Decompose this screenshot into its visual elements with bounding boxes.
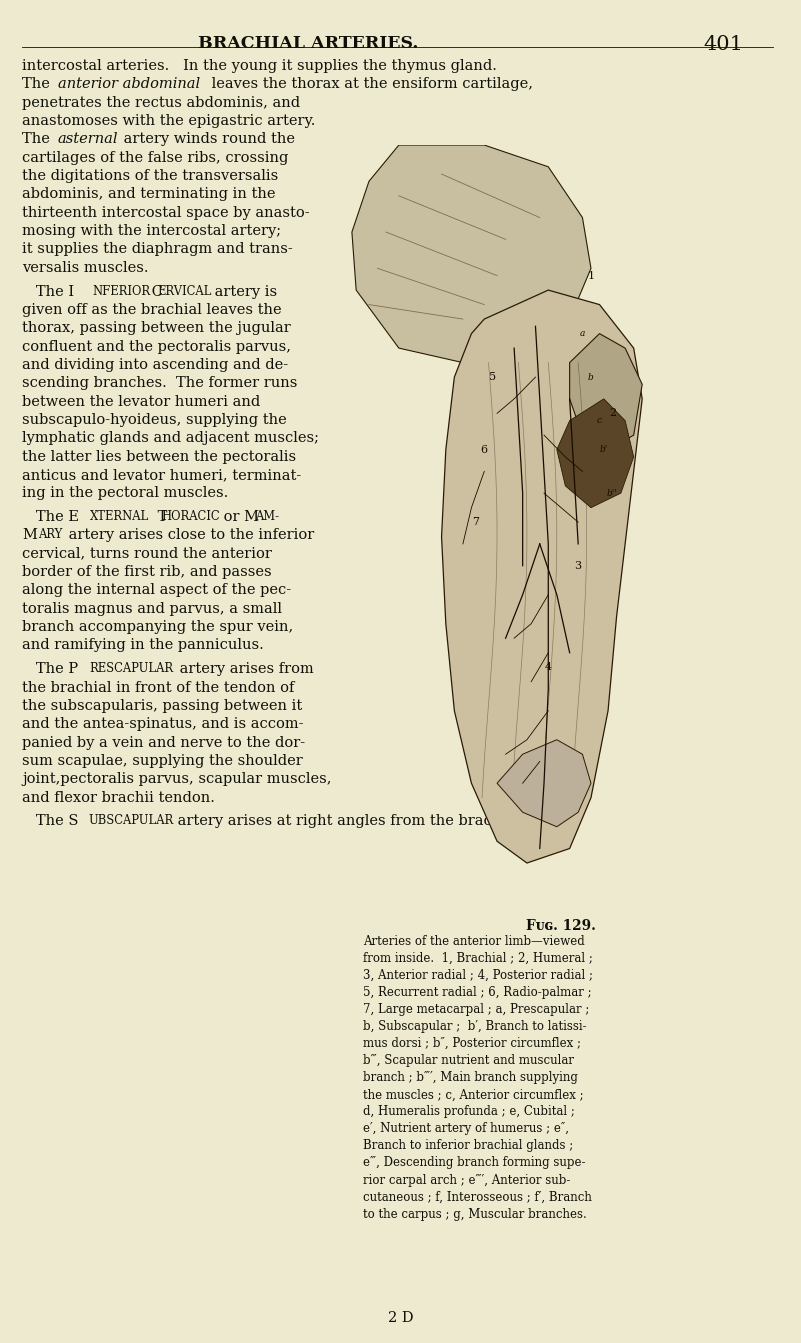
Text: cervical, turns round the anterior: cervical, turns round the anterior bbox=[22, 547, 272, 561]
Text: The: The bbox=[22, 78, 55, 91]
Text: scending branches.  The former runs: scending branches. The former runs bbox=[22, 376, 298, 391]
Text: ARY: ARY bbox=[38, 528, 62, 541]
Text: toralis magnus and parvus, a small: toralis magnus and parvus, a small bbox=[22, 602, 283, 615]
Text: 7, Large metacarpal ; a, Prescapular ;: 7, Large metacarpal ; a, Prescapular ; bbox=[363, 1003, 590, 1017]
Text: artery arises from: artery arises from bbox=[175, 662, 313, 677]
Text: along the internal aspect of the pec-: along the internal aspect of the pec- bbox=[22, 583, 292, 598]
Polygon shape bbox=[352, 145, 591, 363]
Text: 5: 5 bbox=[489, 372, 497, 383]
Text: leaves the thorax at the ensiform cartilage,: leaves the thorax at the ensiform cartil… bbox=[207, 78, 533, 91]
Text: branch ; b‴′, Main branch supplying: branch ; b‴′, Main branch supplying bbox=[363, 1072, 578, 1084]
Text: 401: 401 bbox=[703, 35, 743, 54]
Text: joint,pectoralis parvus, scapular muscles,: joint,pectoralis parvus, scapular muscle… bbox=[22, 772, 332, 786]
Polygon shape bbox=[497, 740, 591, 827]
Text: the muscles ; c, Anterior circumflex ;: the muscles ; c, Anterior circumflex ; bbox=[363, 1088, 583, 1101]
Text: and the antea-spinatus, and is accom-: and the antea-spinatus, and is accom- bbox=[22, 717, 304, 731]
Text: XTERNAL: XTERNAL bbox=[90, 510, 149, 522]
Text: asternal: asternal bbox=[58, 133, 119, 146]
Text: lymphatic glands and adjacent muscles;: lymphatic glands and adjacent muscles; bbox=[22, 431, 320, 446]
Text: Fᴜɢ. 129.: Fᴜɢ. 129. bbox=[525, 919, 596, 932]
Polygon shape bbox=[570, 333, 642, 450]
Text: artery arises at right angles from the brachial,: artery arises at right angles from the b… bbox=[173, 814, 524, 829]
Text: the digitations of the transversalis: the digitations of the transversalis bbox=[22, 169, 279, 183]
Text: d, Humeralis profunda ; e, Cubital ;: d, Humeralis profunda ; e, Cubital ; bbox=[363, 1105, 575, 1119]
Text: NFERIOR: NFERIOR bbox=[92, 285, 151, 298]
Text: The S: The S bbox=[22, 814, 79, 829]
Text: between the levator humeri and: between the levator humeri and bbox=[22, 395, 260, 408]
Text: it supplies the diaphragm and trans-: it supplies the diaphragm and trans- bbox=[22, 243, 293, 257]
Text: the subscapularis, passing between it: the subscapularis, passing between it bbox=[22, 698, 303, 713]
Text: 3: 3 bbox=[574, 560, 582, 571]
Text: 7: 7 bbox=[473, 517, 479, 528]
Text: 6: 6 bbox=[481, 445, 488, 455]
Text: cartilages of the false ribs, crossing: cartilages of the false ribs, crossing bbox=[22, 150, 289, 165]
Text: anastomoses with the epigastric artery.: anastomoses with the epigastric artery. bbox=[22, 114, 316, 128]
Text: abdominis, and terminating in the: abdominis, and terminating in the bbox=[22, 188, 276, 201]
Text: penetrates the rectus abdominis, and: penetrates the rectus abdominis, and bbox=[22, 95, 300, 110]
Text: sum scapulae, supplying the shoulder: sum scapulae, supplying the shoulder bbox=[22, 753, 303, 768]
Text: AM-: AM- bbox=[255, 510, 279, 522]
Polygon shape bbox=[557, 399, 634, 508]
Text: b: b bbox=[588, 372, 594, 381]
Text: artery winds round the: artery winds round the bbox=[119, 133, 295, 146]
Text: e‴, Descending branch forming supe-: e‴, Descending branch forming supe- bbox=[363, 1156, 586, 1170]
Text: b': b' bbox=[600, 445, 608, 454]
Text: the latter lies between the pectoralis: the latter lies between the pectoralis bbox=[22, 450, 296, 463]
Text: e′, Nutrient artery of humerus ; e″,: e′, Nutrient artery of humerus ; e″, bbox=[363, 1123, 569, 1135]
Text: c: c bbox=[597, 416, 602, 426]
Text: 3, Anterior radial ; 4, Posterior radial ;: 3, Anterior radial ; 4, Posterior radial… bbox=[363, 968, 593, 982]
Text: The E: The E bbox=[22, 510, 79, 524]
Text: border of the first rib, and passes: border of the first rib, and passes bbox=[22, 565, 272, 579]
Text: given off as the brachial leaves the: given off as the brachial leaves the bbox=[22, 304, 282, 317]
Text: ing in the pectoral muscles.: ing in the pectoral muscles. bbox=[22, 486, 228, 500]
Text: or M: or M bbox=[219, 510, 259, 524]
Text: UBSCAPULAR: UBSCAPULAR bbox=[88, 814, 173, 827]
Text: 2 D: 2 D bbox=[388, 1311, 413, 1324]
Text: The: The bbox=[22, 133, 55, 146]
Text: 5, Recurrent radial ; 6, Radio-palmar ;: 5, Recurrent radial ; 6, Radio-palmar ; bbox=[363, 986, 591, 999]
Text: 2: 2 bbox=[609, 408, 616, 419]
Text: thirteenth intercostal space by anasto-: thirteenth intercostal space by anasto- bbox=[22, 205, 310, 220]
Text: confluent and the pectoralis parvus,: confluent and the pectoralis parvus, bbox=[22, 340, 292, 353]
Text: subscapulo-hyoideus, supplying the: subscapulo-hyoideus, supplying the bbox=[22, 412, 288, 427]
Polygon shape bbox=[441, 290, 642, 864]
Text: ERVICAL: ERVICAL bbox=[157, 285, 211, 298]
Text: RESCAPULAR: RESCAPULAR bbox=[90, 662, 174, 676]
Text: cutaneous ; f, Interosseous ; f′, Branch: cutaneous ; f, Interosseous ; f′, Branch bbox=[363, 1191, 592, 1203]
Text: intercostal arteries.   In the young it supplies the thymus gland.: intercostal arteries. In the young it su… bbox=[22, 59, 497, 73]
Text: b'': b'' bbox=[607, 489, 618, 498]
Text: 1: 1 bbox=[587, 270, 594, 281]
Text: the brachial in front of the tendon of: the brachial in front of the tendon of bbox=[22, 681, 295, 694]
Text: mosing with the intercostal artery;: mosing with the intercostal artery; bbox=[22, 224, 282, 238]
Text: artery arises close to the inferior: artery arises close to the inferior bbox=[64, 528, 314, 543]
Text: thorax, passing between the jugular: thorax, passing between the jugular bbox=[22, 321, 292, 336]
Text: anterior abdominal: anterior abdominal bbox=[58, 78, 199, 91]
Text: branch accompanying the spur vein,: branch accompanying the spur vein, bbox=[22, 620, 294, 634]
Text: b‴, Scapular nutrient and muscular: b‴, Scapular nutrient and muscular bbox=[363, 1054, 574, 1068]
Text: Branch to inferior brachial glands ;: Branch to inferior brachial glands ; bbox=[363, 1139, 573, 1152]
Text: b, Subscapular ;  b′, Branch to latissi-: b, Subscapular ; b′, Branch to latissi- bbox=[363, 1021, 586, 1033]
Text: Arteries of the anterior limb—viewed: Arteries of the anterior limb—viewed bbox=[363, 935, 585, 948]
Text: from inside.  1, Brachial ; 2, Humeral ;: from inside. 1, Brachial ; 2, Humeral ; bbox=[363, 952, 593, 964]
Text: and dividing into ascending and de-: and dividing into ascending and de- bbox=[22, 357, 288, 372]
Text: versalis muscles.: versalis muscles. bbox=[22, 261, 149, 275]
Text: and flexor brachii tendon.: and flexor brachii tendon. bbox=[22, 791, 215, 804]
Text: 4: 4 bbox=[545, 662, 552, 673]
Text: M: M bbox=[22, 528, 38, 543]
Text: artery is: artery is bbox=[210, 285, 277, 298]
Text: a: a bbox=[580, 329, 585, 338]
Text: T: T bbox=[153, 510, 167, 524]
Text: C: C bbox=[147, 285, 163, 298]
Text: anticus and levator humeri, terminat-: anticus and levator humeri, terminat- bbox=[22, 467, 302, 482]
Text: to the carpus ; g, Muscular branches.: to the carpus ; g, Muscular branches. bbox=[363, 1207, 586, 1221]
Text: rior carpal arch ; e‴′, Anterior sub-: rior carpal arch ; e‴′, Anterior sub- bbox=[363, 1174, 570, 1186]
Text: BRACHIAL ARTERIES.: BRACHIAL ARTERIES. bbox=[198, 35, 419, 52]
Text: The I: The I bbox=[22, 285, 74, 298]
Text: panied by a vein and nerve to the dor-: panied by a vein and nerve to the dor- bbox=[22, 736, 305, 749]
Text: HORACIC: HORACIC bbox=[162, 510, 220, 522]
Text: and ramifying in the panniculus.: and ramifying in the panniculus. bbox=[22, 638, 264, 653]
Text: The P: The P bbox=[22, 662, 78, 677]
Text: mus dorsi ; b″, Posterior circumflex ;: mus dorsi ; b″, Posterior circumflex ; bbox=[363, 1037, 581, 1050]
